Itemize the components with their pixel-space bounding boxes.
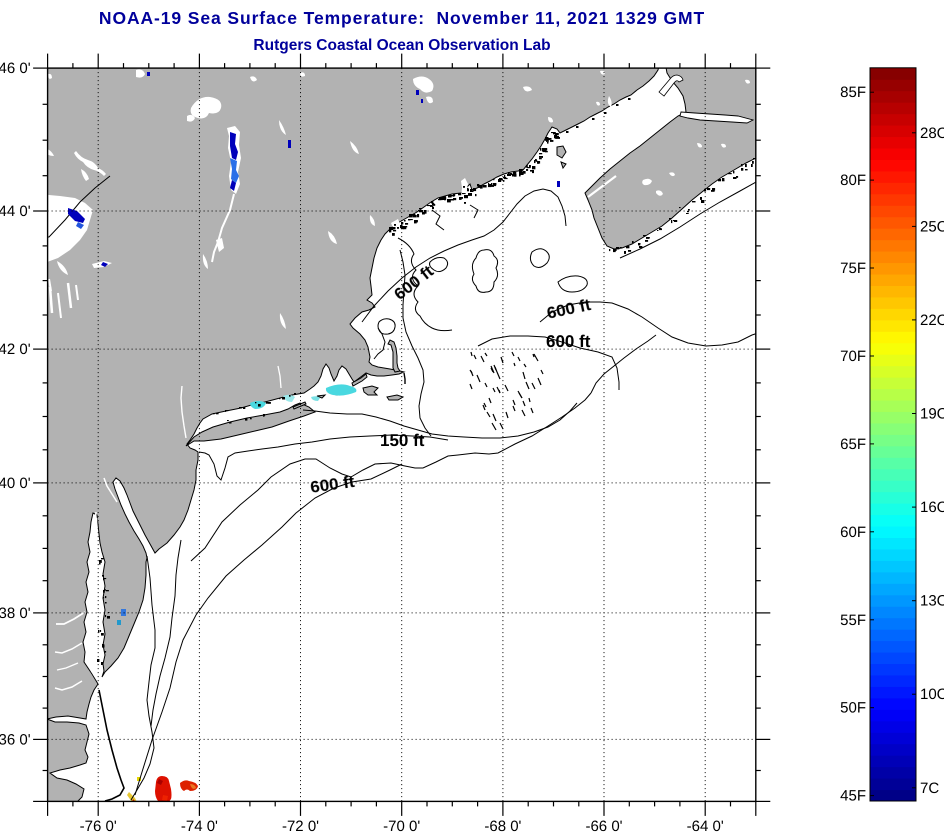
svg-text:55F: 55F bbox=[840, 612, 866, 629]
svg-text:22C: 22C bbox=[920, 312, 944, 329]
svg-text:85F: 85F bbox=[840, 84, 866, 101]
svg-text:-74 0': -74 0' bbox=[181, 818, 218, 832]
svg-text:60F: 60F bbox=[840, 524, 866, 541]
svg-text:150 ft: 150 ft bbox=[380, 431, 425, 450]
svg-text:28C: 28C bbox=[920, 125, 944, 142]
svg-text:-76 0': -76 0' bbox=[80, 818, 117, 832]
svg-text:75F: 75F bbox=[840, 260, 866, 277]
svg-text:80F: 80F bbox=[840, 172, 866, 189]
svg-text:16C: 16C bbox=[920, 499, 944, 516]
svg-text:40 0': 40 0' bbox=[0, 475, 31, 492]
svg-text:36 0': 36 0' bbox=[0, 731, 31, 748]
svg-text:13C: 13C bbox=[920, 593, 944, 610]
svg-text:10C: 10C bbox=[920, 686, 944, 703]
svg-text:42 0': 42 0' bbox=[0, 341, 31, 358]
svg-text:-70 0': -70 0' bbox=[383, 818, 420, 832]
svg-text:65F: 65F bbox=[840, 436, 866, 453]
svg-text:70F: 70F bbox=[840, 348, 866, 365]
svg-text:38 0': 38 0' bbox=[0, 605, 31, 622]
svg-text:600 ft: 600 ft bbox=[546, 332, 591, 351]
svg-text:46 0': 46 0' bbox=[0, 60, 31, 77]
svg-text:50F: 50F bbox=[840, 700, 866, 717]
svg-text:44 0': 44 0' bbox=[0, 203, 31, 220]
svg-text:7C: 7C bbox=[920, 780, 939, 797]
svg-text:-64 0': -64 0' bbox=[687, 818, 724, 832]
svg-text:-66 0': -66 0' bbox=[585, 818, 622, 832]
svg-text:45F: 45F bbox=[840, 788, 866, 805]
svg-text:19C: 19C bbox=[920, 406, 944, 423]
svg-text:-72 0': -72 0' bbox=[282, 818, 319, 832]
svg-text:25C: 25C bbox=[920, 218, 944, 235]
svg-text:-68 0': -68 0' bbox=[484, 818, 521, 832]
